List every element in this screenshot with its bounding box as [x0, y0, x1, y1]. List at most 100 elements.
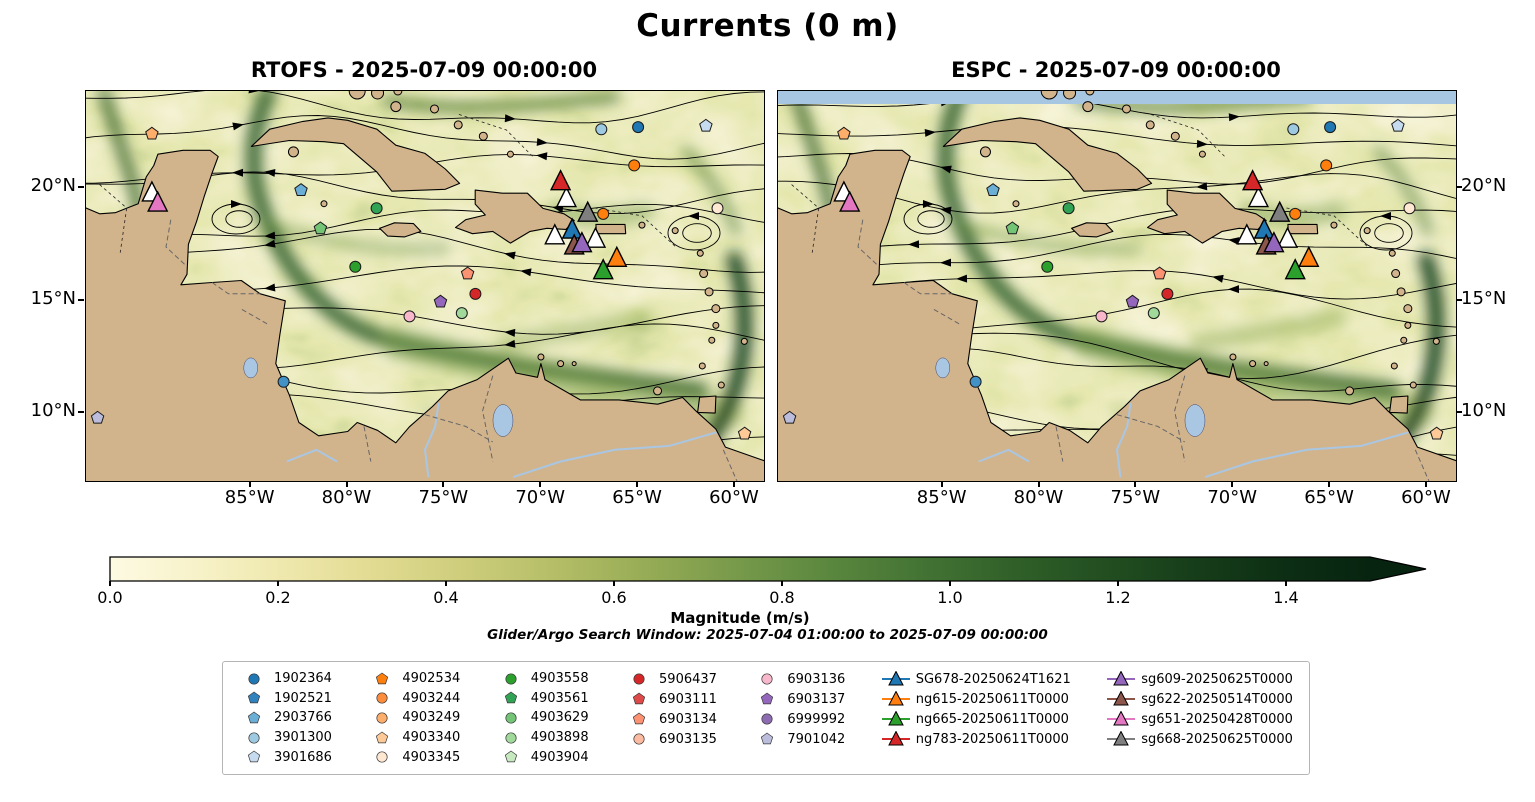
circle-legend-icon	[505, 732, 517, 744]
lake-nicaragua	[935, 357, 951, 379]
pentagon-float-marker	[782, 410, 797, 424]
legend-label: 4903345	[402, 749, 461, 765]
x-tick-label: 70°W	[1207, 487, 1258, 508]
legend-label: 3901686	[274, 749, 332, 765]
pentagon-legend-icon	[504, 750, 517, 763]
circle-float-marker	[469, 287, 482, 300]
pentagon-float-marker	[433, 294, 448, 308]
legend-entry: 3901686	[239, 747, 332, 767]
legend-label: 4903249	[402, 710, 461, 726]
pentagon-float-marker	[313, 221, 328, 235]
land	[778, 91, 1456, 481]
y-tick-label: 20°N	[30, 174, 76, 196]
glider-legend-icon	[1107, 731, 1136, 746]
x-tick-mark	[1424, 481, 1427, 487]
legend-label: 2903766	[274, 710, 332, 726]
circle-float-marker	[277, 375, 290, 388]
y-tick-label: 15°N	[1461, 287, 1507, 309]
circle-legend-icon	[633, 733, 645, 745]
pentagon-float-marker	[90, 410, 105, 424]
ng615-marker	[606, 245, 628, 268]
legend-label: sg609-20250625T0000	[1141, 671, 1293, 687]
circle-float-marker	[1041, 260, 1054, 273]
circle-float-marker	[1147, 307, 1160, 320]
x-tick-label: 80°W	[1013, 487, 1064, 508]
legend-entry: 1902521	[239, 689, 332, 709]
y-tick-mark	[1456, 411, 1462, 414]
legend-label: 4903561	[530, 690, 589, 706]
pentagon-legend-icon	[632, 692, 646, 705]
colorbar-tick-label: 1.0	[937, 588, 963, 607]
triangle-float-marker	[1247, 186, 1270, 208]
pentagon-float-marker	[1152, 266, 1167, 280]
colorbar-label: Magnitude (m/s)	[670, 609, 810, 627]
x-tick-mark	[1328, 481, 1331, 487]
legend-entry: 6903136	[752, 669, 845, 689]
legend-label: ng665-20250611T0000	[915, 711, 1069, 727]
x-tick-mark	[345, 481, 348, 487]
legend-entry: 4903244	[367, 689, 460, 709]
circle-float-marker	[1320, 159, 1333, 172]
circle-float-marker	[370, 202, 383, 215]
colorbar-tick-label: 0.4	[433, 588, 459, 607]
circle-legend-icon	[505, 712, 517, 724]
map-panel-espc	[777, 90, 1457, 482]
panel-title-espc: ESPC - 2025-07-09 00:00:00	[951, 58, 1281, 82]
circle-float-marker	[628, 159, 641, 172]
legend-entry: 4902534	[367, 669, 460, 689]
colorbar-tick-label: 0.6	[601, 588, 627, 607]
pentagon-legend-icon	[504, 691, 517, 704]
circle-legend-icon	[761, 673, 773, 685]
colorbar-tick-mark	[445, 581, 447, 586]
legend-label: sg651-20250428T0000	[1141, 711, 1293, 727]
circle-float-marker	[1062, 202, 1075, 215]
legend-label: 4903904	[530, 749, 589, 765]
legend-entry: 1902364	[239, 669, 332, 689]
legend-entry: sg622-20250514T0000	[1106, 689, 1293, 709]
legend-label: 1902364	[274, 671, 332, 687]
legend-entry: 4903898	[496, 728, 589, 748]
glider-legend-icon	[881, 731, 910, 746]
legend-entry: 6999992	[752, 709, 845, 729]
circle-legend-icon	[505, 673, 517, 685]
legend-entry: 6903134	[624, 709, 717, 729]
legend-label: 4903340	[402, 730, 461, 746]
lake-maracaibo	[492, 404, 514, 437]
legend-label: 4903898	[530, 730, 589, 746]
sg609-marker	[1263, 231, 1285, 253]
colorbar-tick-label: 0.0	[97, 588, 123, 607]
pentagon-float-marker	[737, 426, 752, 440]
legend-entry: ng615-20250611T0000	[881, 689, 1071, 709]
legend-column: 1902364 1902521 2903766 3901300 3901686	[239, 669, 332, 767]
sg651-marker	[147, 190, 169, 212]
legend-label: 6903136	[787, 671, 846, 687]
x-tick-label: 75°W	[1110, 487, 1161, 508]
circle-legend-icon	[248, 732, 260, 744]
panel-title-rtofs: RTOFS - 2025-07-09 00:00:00	[250, 58, 598, 82]
colorbar-tick-mark	[949, 581, 951, 586]
legend-label: 6903137	[787, 691, 846, 707]
triangle-float-marker	[1276, 226, 1299, 248]
y-tick-mark	[1456, 185, 1462, 188]
markers	[782, 118, 1444, 440]
glider-legend-icon	[881, 711, 910, 726]
colorbar-tick-mark	[613, 581, 615, 586]
x-tick-label: 75°W	[418, 487, 469, 508]
legend-column: 4903558 4903561 4903629 4903898 4903904	[496, 669, 589, 767]
legend-label: 1902521	[274, 690, 332, 706]
circle-float-marker	[1161, 287, 1174, 300]
map-panel-rtofs	[85, 90, 765, 482]
circle-float-marker	[969, 375, 982, 388]
y-tick-mark	[78, 298, 84, 301]
legend-entry: 4903340	[367, 728, 460, 748]
ng665-marker	[1284, 258, 1306, 280]
triangle-float-marker	[1236, 223, 1258, 245]
colorbar-tick-mark	[781, 581, 783, 586]
triangle-float-marker	[584, 226, 607, 248]
legend-label: 4903629	[530, 710, 589, 726]
legend-entry: 7901042	[752, 729, 845, 749]
legend-entry: 4903249	[367, 708, 460, 728]
espc-domain-strip	[778, 91, 1456, 104]
pentagon-float-marker	[1125, 294, 1140, 308]
pentagon-legend-icon	[376, 672, 389, 684]
